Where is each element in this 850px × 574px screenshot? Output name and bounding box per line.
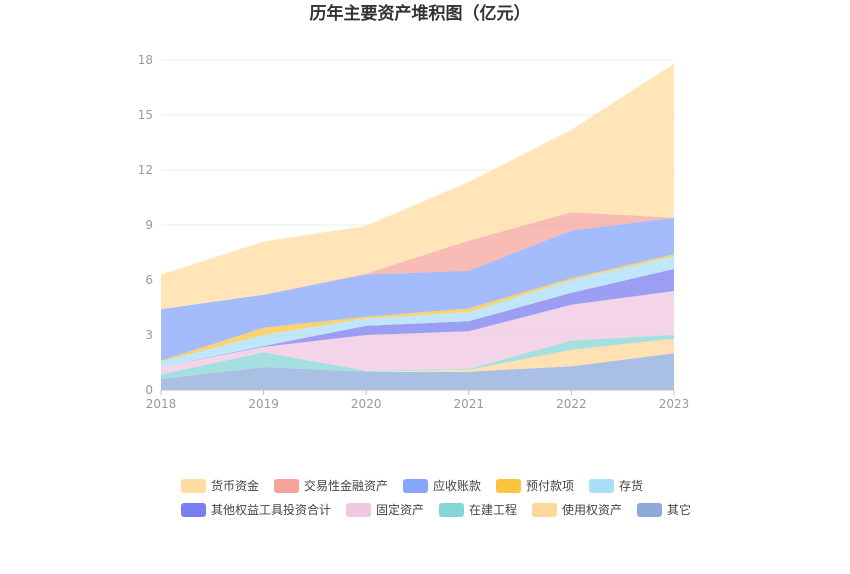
legend-item: 固定资产 [346, 502, 424, 517]
area-series [161, 212, 674, 310]
x-tick-label: 2023 [659, 397, 690, 411]
y-tick-label: 6 [145, 273, 153, 287]
legend-swatch [589, 479, 614, 493]
area-series [161, 335, 674, 379]
x-tick-label: 2019 [248, 397, 279, 411]
chart-title: 历年主要资产堆积图（亿元） [310, 3, 531, 24]
legend-item: 其他权益工具投资合计 [181, 502, 331, 517]
legend-swatch [637, 503, 662, 517]
legend-label: 预付款项 [526, 479, 574, 493]
legend-item: 应收账款 [403, 478, 481, 493]
legend-swatch [346, 503, 371, 517]
y-tick-label: 0 [145, 383, 153, 397]
legend-label: 应收账款 [433, 478, 481, 493]
y-tick-label: 18 [138, 53, 153, 67]
legend-swatch [274, 479, 299, 493]
legend-item: 交易性金融资产 [274, 478, 388, 493]
legend-label: 其它 [667, 502, 691, 517]
area-series [161, 338, 674, 379]
x-tick-label: 2018 [146, 397, 177, 411]
legend-swatch [496, 479, 521, 493]
x-tick-label: 2021 [454, 397, 485, 411]
legend-swatch [181, 479, 206, 493]
legend-item: 使用权资产 [532, 502, 622, 517]
x-tick-label: 2020 [351, 397, 382, 411]
legend-label: 在建工程 [469, 502, 517, 517]
y-tick-label: 9 [145, 218, 153, 232]
legend-label: 货币资金 [211, 478, 259, 493]
legend-item: 其它 [637, 502, 691, 517]
y-tick-label: 15 [138, 108, 153, 122]
legend-label: 存货 [619, 478, 643, 493]
legend-item: 存货 [589, 478, 643, 493]
x-tick-label: 2022 [556, 397, 587, 411]
legend-label: 使用权资产 [562, 502, 622, 517]
legend-item: 货币资金 [181, 478, 259, 493]
area-series [161, 256, 674, 368]
area-series-group [161, 63, 674, 390]
legend-item: 预付款项 [496, 479, 574, 493]
area-series [161, 63, 674, 310]
area-series [161, 291, 674, 375]
legend-swatch [532, 503, 557, 517]
legend-swatch [439, 503, 464, 517]
legend-label: 交易性金融资产 [304, 478, 388, 493]
legend-label: 其他权益工具投资合计 [211, 502, 331, 517]
area-series [161, 217, 674, 361]
y-tick-label: 3 [145, 328, 153, 342]
area-series [161, 269, 674, 368]
y-tick-label: 12 [138, 163, 153, 177]
area-series [161, 353, 674, 390]
legend-label: 固定资产 [376, 502, 424, 517]
legend-item: 在建工程 [439, 502, 517, 517]
axes: 0 3 6 9 12 15 18 2018 2019 2020 2021 2022 2023 [138, 53, 690, 411]
legend-swatch [403, 479, 428, 493]
legend-swatch [181, 503, 206, 517]
